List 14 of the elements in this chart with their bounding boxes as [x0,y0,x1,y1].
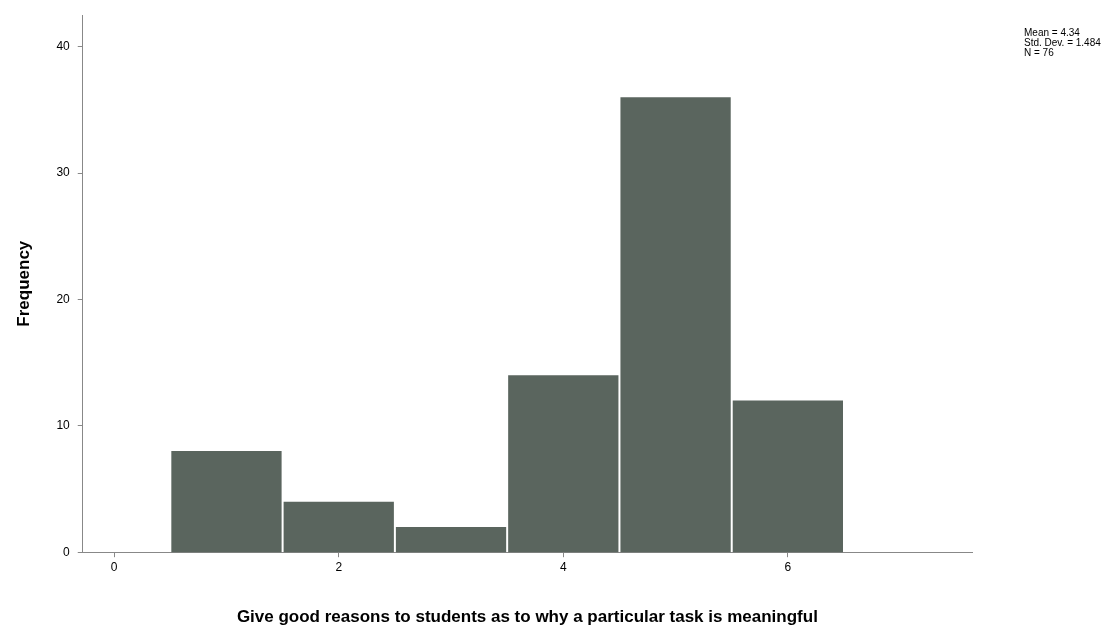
text: N = 76 [1024,46,1055,58]
x-tick-label: 0 [110,559,118,574]
x-axis-title: Give good reasons to students as to why a particular task is meaningful [236,607,818,627]
text: Mean = 4.34 [1024,26,1081,38]
y-tick-label: 30 [56,165,71,180]
x-tick-label: 2 [335,559,343,574]
y-tick-label: 40 [56,39,71,54]
y-axis-title: Frequency [13,240,33,327]
x-tick-label: 4 [559,559,567,574]
y-tick-label: 20 [56,291,71,306]
x-tick-label: 6 [784,559,792,574]
text: Std. Dev. = 1.484 [1024,36,1102,48]
y-tick-label: 0 [63,544,71,559]
y-tick-label: 10 [56,418,71,433]
